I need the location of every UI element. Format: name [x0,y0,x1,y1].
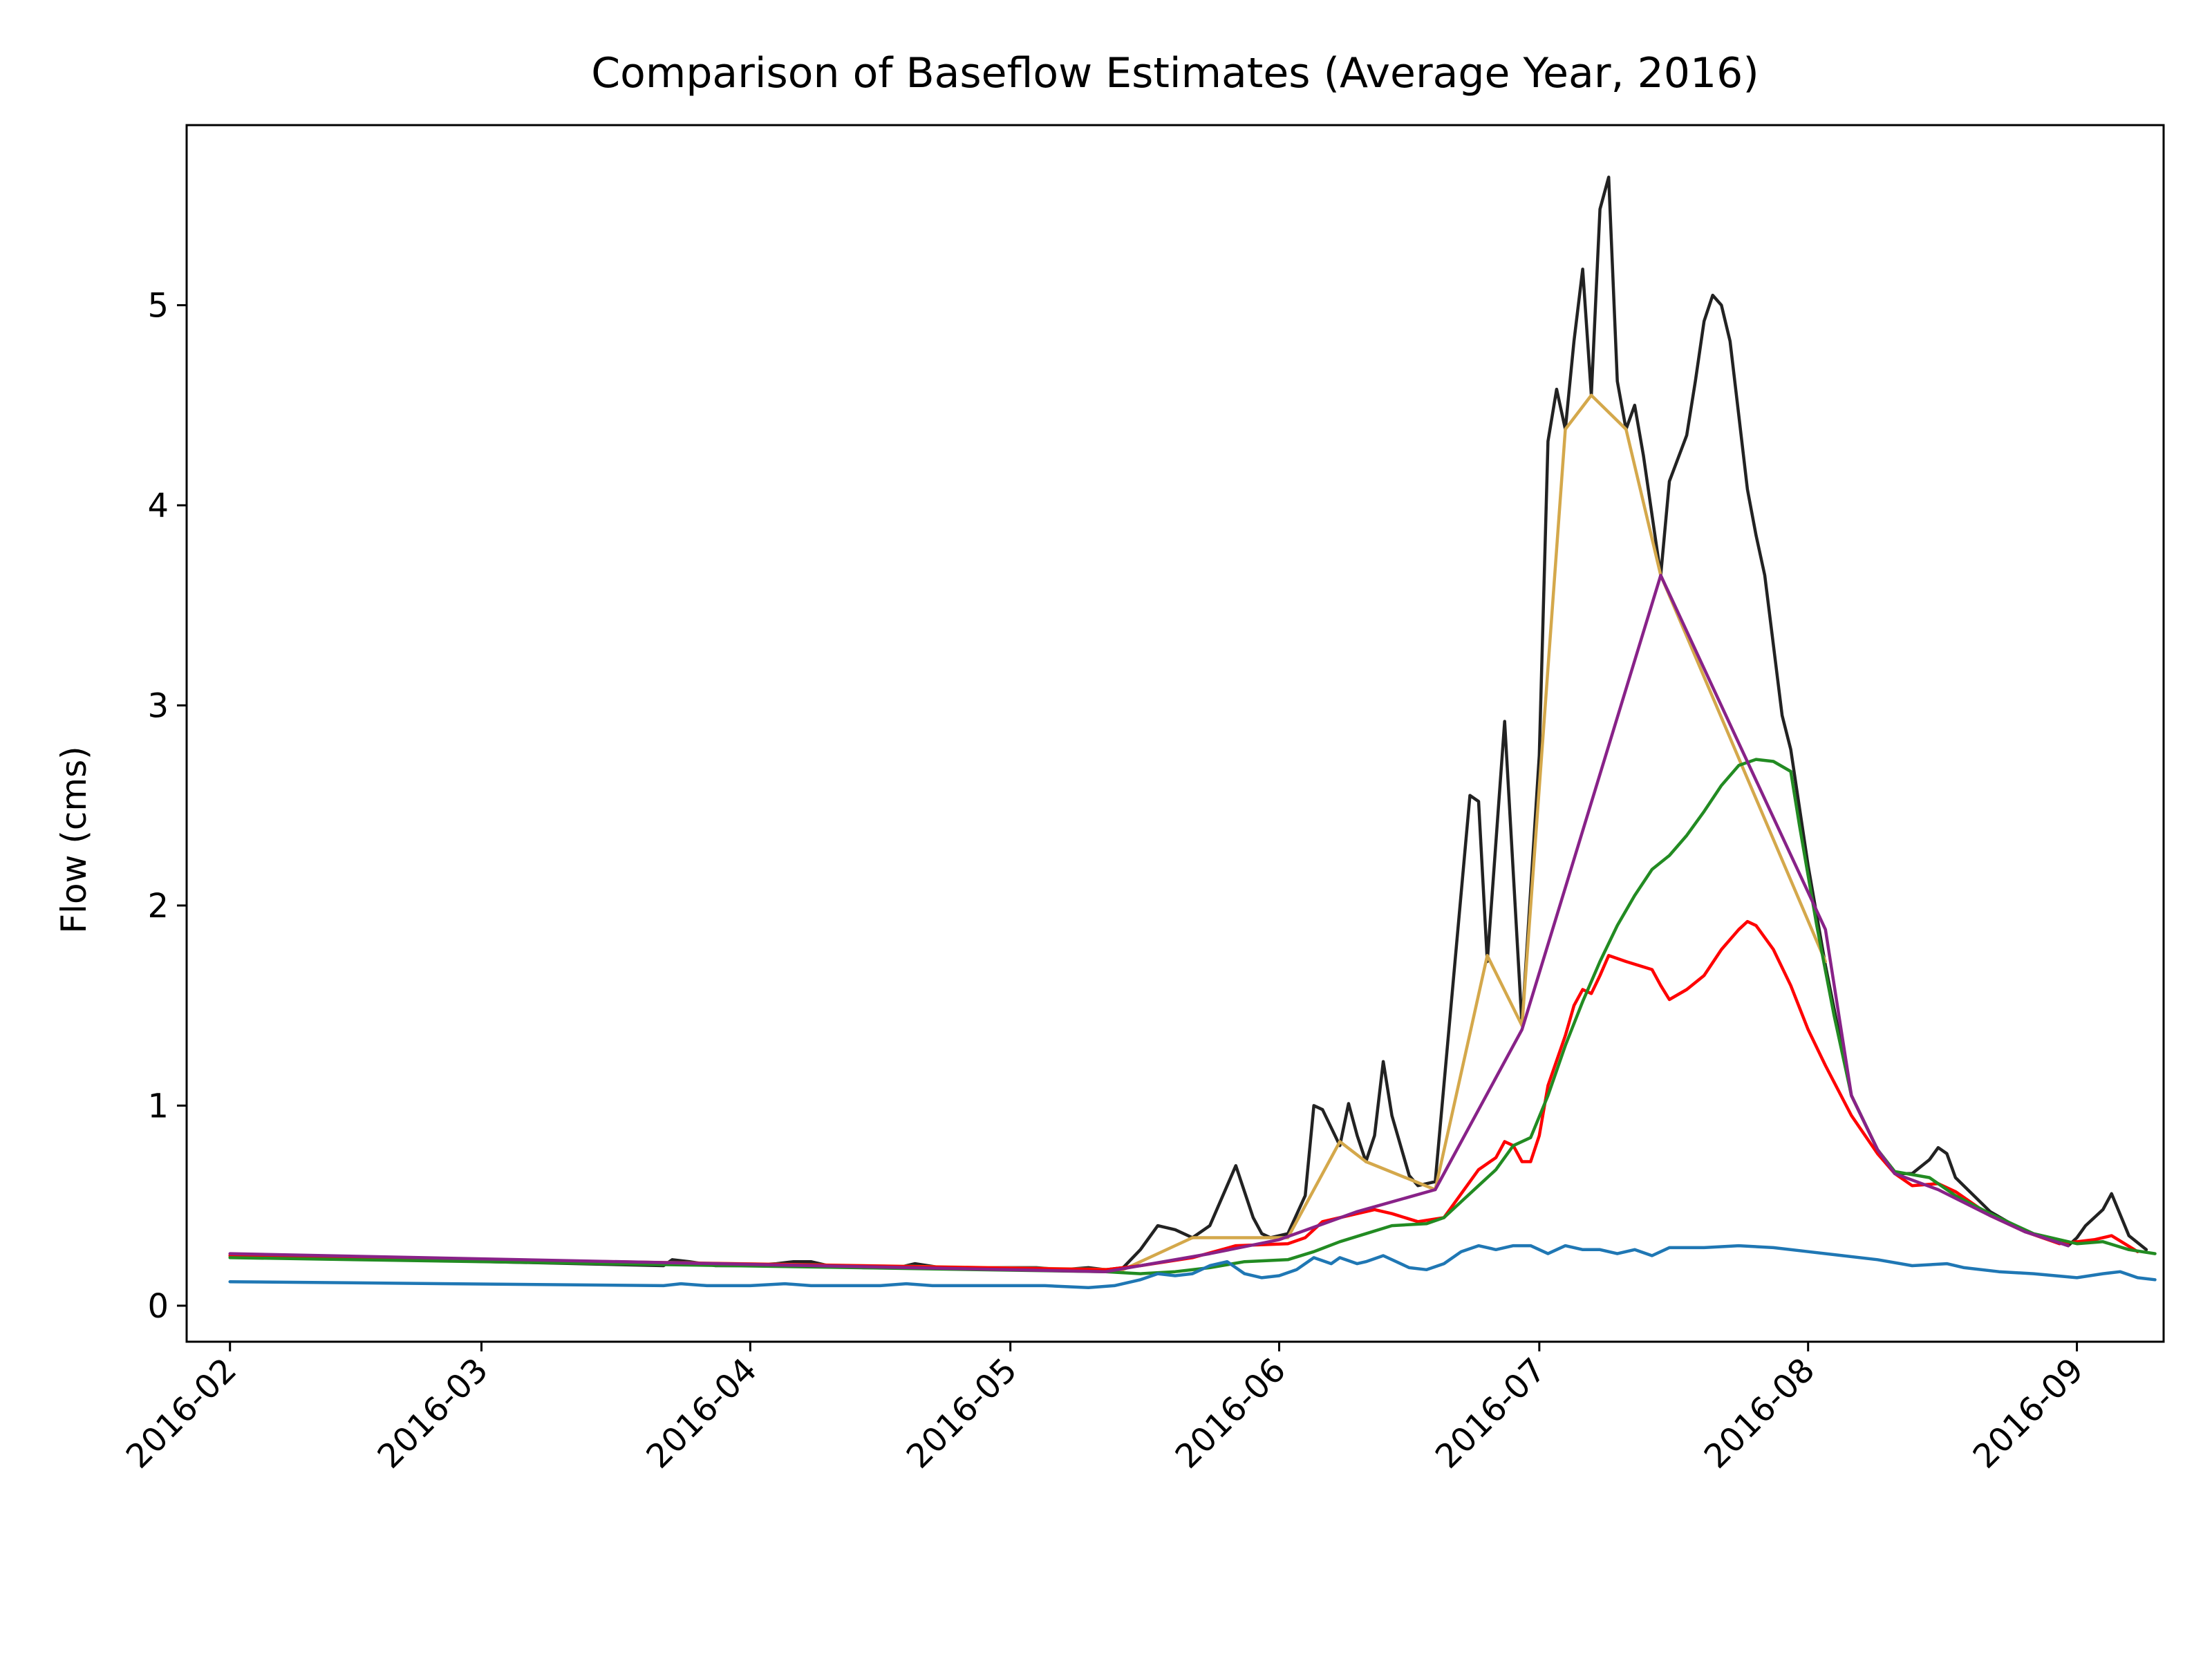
x-tick-label: 2016-05 [899,1351,1024,1476]
chart-title: Comparison of Baseflow Estimates (Averag… [591,49,1759,97]
plot-frame [185,124,2165,1343]
series-line-3 [228,919,2139,1272]
series-line-4 [228,758,2157,1275]
series-line-1 [228,176,2148,1272]
x-tick-label: 2016-07 [1428,1351,1553,1476]
y-tick-label: 1 [147,1087,169,1125]
x-tick-label: 2016-09 [1966,1351,2091,1476]
y-tick-label: 3 [147,686,169,725]
ticks-layer: 0 1 2 3 4 5 2016-02 2016-03 2016-04 2016-05 2016-0… [119,287,2091,1477]
y-tick-label: 5 [147,287,169,326]
x-tick-label: 2016-03 [371,1351,496,1476]
series-line-6 [228,1244,2157,1290]
x-tick-label: 2016-04 [639,1351,764,1476]
series-line-5 [228,574,2070,1273]
y-axis-label: Flow (cms) [54,746,94,933]
y-tick-label: 0 [147,1287,169,1326]
x-tick-label: 2016-08 [1697,1351,1822,1476]
series-layer [228,176,2157,1290]
series-line-2 [228,393,1828,1272]
x-tick-label: 2016-02 [119,1351,244,1476]
x-tick-label: 2016-06 [1168,1351,1293,1476]
y-tick-label: 4 [147,487,169,525]
y-tick-label: 2 [147,887,169,926]
